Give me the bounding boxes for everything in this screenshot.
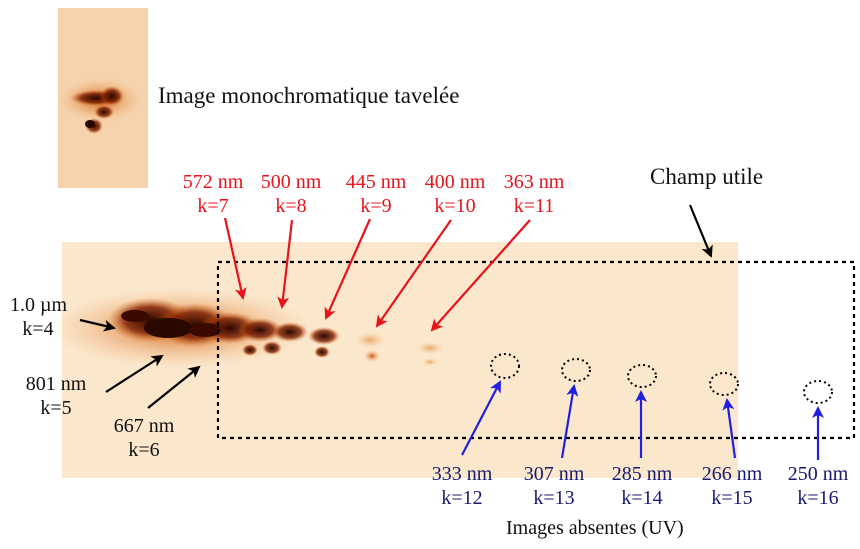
caption-absent-images: Images absentes (UV) [506, 517, 684, 539]
label-k16: 250 nm k=16 [787, 463, 849, 509]
caption-champ-utile: Champ utile [650, 164, 764, 189]
absent-image-k12 [490, 353, 520, 379]
absent-image-k13 [561, 358, 591, 382]
arrow-k6 [147, 365, 201, 409]
arrow-k9 [324, 218, 372, 320]
label-k12: 333 nm k=12 [431, 463, 493, 509]
label-k11: 363 nm k=11 [503, 171, 565, 217]
arrow-k15 [722, 398, 737, 459]
label-k6: 667 nm k=6 [113, 415, 175, 461]
caption-monochromatic: Image monochromatique tavelée [158, 83, 460, 108]
label-k4: 1.0 µm k=4 [10, 294, 68, 340]
label-k7: 572 nm k=7 [182, 171, 244, 217]
arrow-k12 [461, 380, 501, 456]
arrow-k4 [79, 318, 116, 332]
absent-image-k14 [627, 364, 657, 388]
arrow-k5 [105, 354, 164, 393]
absent-image-markers [490, 353, 833, 404]
arrow-k13 [560, 384, 579, 459]
label-k13: 307 nm k=13 [523, 463, 585, 509]
label-k14: 285 nm k=14 [611, 463, 673, 509]
label-k8: 500 nm k=8 [260, 171, 322, 217]
arrow-k7 [223, 217, 247, 300]
useful-field-box [216, 260, 856, 440]
label-k15: 266 nm k=15 [701, 463, 763, 509]
arrow-k8 [277, 219, 294, 309]
absent-image-k16 [803, 380, 833, 404]
label-k9: 445 nm k=9 [345, 171, 407, 217]
label-k5: 801 nm k=5 [25, 373, 87, 419]
monochromatic-image [58, 8, 148, 188]
arrow-k11 [430, 219, 531, 332]
label-k10: 400 nm k=10 [424, 171, 486, 217]
absent-image-k15 [709, 372, 739, 396]
arrow-k10 [375, 219, 452, 328]
arrow-champ-utile [688, 204, 713, 258]
